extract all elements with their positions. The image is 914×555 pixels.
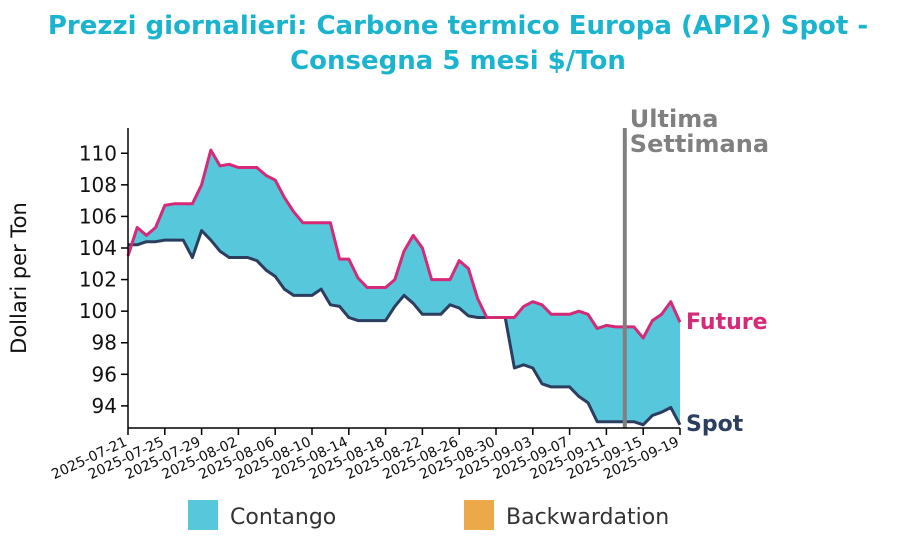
- y-tick-label: 108: [79, 173, 117, 197]
- series-label-spot: Spot: [686, 412, 744, 437]
- series-label-future: Future: [686, 310, 768, 335]
- contango-area-layer: [128, 150, 680, 425]
- series-line-spot: [128, 229, 682, 427]
- last-week-label-line1: Ultima: [630, 105, 719, 133]
- contango-area: [128, 150, 680, 425]
- last-week-label-line2: Settimana: [630, 130, 769, 158]
- series-line-future: [126, 148, 682, 340]
- y-tick-label: 94: [92, 394, 117, 418]
- series-lines: [126, 148, 682, 427]
- y-tick-label: 98: [92, 331, 117, 355]
- y-tick-label: 102: [79, 268, 117, 292]
- y-axis-label: Dollari per Ton: [7, 202, 31, 354]
- y-tick-label: 96: [92, 362, 117, 386]
- y-tick-label: 104: [79, 236, 117, 260]
- legend-swatch-backwardation: [464, 500, 494, 530]
- legend-label-contango: Contango: [230, 505, 336, 530]
- y-tick-label: 110: [79, 141, 117, 165]
- legend: Contango Backwardation: [188, 500, 669, 530]
- legend-swatch-contango: [188, 500, 218, 530]
- chart-title-line2: Consegna 5 mesi $/Ton: [290, 46, 626, 76]
- series-labels: Future Spot: [686, 310, 768, 437]
- chart-title-line1: Prezzi giornalieri: Carbone termico Euro…: [48, 11, 868, 41]
- legend-label-backwardation: Backwardation: [506, 505, 669, 530]
- y-tick-label: 100: [79, 299, 117, 323]
- y-tick-label: 106: [79, 204, 117, 228]
